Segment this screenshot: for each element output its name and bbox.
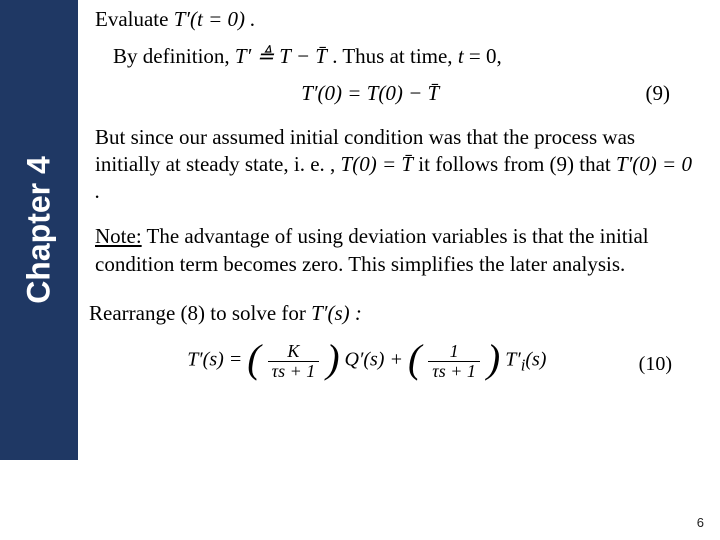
paragraph-initial-condition: But since our assumed initial condition …	[95, 124, 700, 206]
equation-9: T′(0) = T(0) − T̄ (9)	[95, 81, 700, 106]
eq10-frac2-den: τs + 1	[428, 362, 480, 381]
paragraph-note: Note: The advantage of using deviation v…	[95, 223, 700, 278]
eq-def: T′ ≜ T − T̄	[235, 44, 327, 68]
rparen-2: )	[487, 339, 500, 379]
eq10-frac1-den: τs + 1	[268, 362, 320, 381]
text-evaluate: Evaluate	[95, 7, 174, 31]
line-evaluate: Evaluate T′(t = 0) .	[95, 6, 700, 33]
eq-tprime-t0: T′(t = 0) .	[174, 7, 256, 31]
eq10-frac1-num: K	[268, 342, 320, 362]
text-thus: . Thus at time,	[332, 44, 458, 68]
slide-content: Evaluate T′(t = 0) . By definition, T′ ≜…	[95, 6, 700, 381]
var-t: t	[458, 44, 464, 68]
text-bydef: By definition,	[113, 44, 235, 68]
eq10-frac2-num: 1	[428, 342, 480, 362]
text-rearrange: Rearrange (8) to solve for	[89, 301, 311, 325]
text-note-label: Note:	[95, 224, 142, 248]
line-by-definition: By definition, T′ ≜ T − T̄ . Thus at tim…	[113, 43, 700, 70]
eq10-frac2: 1 τs + 1	[428, 342, 480, 381]
rparen-1: )	[326, 339, 339, 379]
eq9-number: (9)	[646, 81, 671, 106]
lparen-2: (	[408, 339, 421, 379]
eq-tprime-s: T′(s) :	[311, 301, 362, 325]
eq-t0-tbar: T(0) = T̄	[341, 152, 414, 176]
eq10-mid1: Q′(s) +	[345, 349, 408, 371]
line-rearrange: Rearrange (8) to solve for T′(s) :	[89, 300, 700, 327]
equation-10: T′(s) = ( K τs + 1 ) Q′(s) + ( 1 τs + 1 …	[95, 341, 700, 381]
eq10-lhs: T′(s) =	[187, 349, 247, 371]
eq10-rhs: T′	[505, 349, 521, 371]
text-eq0: = 0,	[469, 44, 502, 68]
chapter-label: Chapter 4	[21, 156, 58, 304]
page-number: 6	[697, 515, 704, 530]
eq10-number: (10)	[639, 353, 672, 376]
text-note-body: The advantage of using deviation variabl…	[95, 224, 649, 275]
eq10-tail: (s)	[525, 349, 546, 371]
chapter-sidebar: Chapter 4	[0, 0, 78, 460]
eq10-frac1: K τs + 1	[268, 342, 320, 381]
text-follows: it follows from (9) that	[418, 152, 616, 176]
eq9-body: T′(0) = T(0) − T̄	[301, 81, 439, 106]
lparen-1: (	[247, 339, 260, 379]
eq10-body: T′(s) = ( K τs + 1 ) Q′(s) + ( 1 τs + 1 …	[187, 341, 546, 381]
